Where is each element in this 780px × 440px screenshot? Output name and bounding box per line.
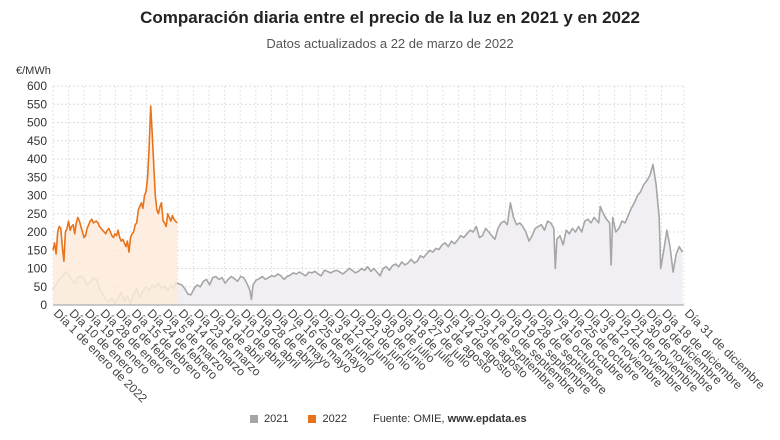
source-note: Fuente: OMIE, www.epdata.es <box>373 413 527 425</box>
y-tick-label-600: 600 <box>27 79 47 93</box>
y-tick-label-0: 0 <box>40 298 47 312</box>
source-site: www.epdata.es <box>447 413 527 425</box>
y-axis-unit: €/MWh <box>16 65 51 77</box>
series-area-2022 <box>53 106 178 305</box>
series-line-2022 <box>52 105 178 262</box>
y-tick-label-100: 100 <box>27 262 47 276</box>
y-tick-label-350: 350 <box>27 170 47 184</box>
y-tick-label-300: 300 <box>27 189 47 203</box>
y-tick-label-550: 550 <box>27 97 47 111</box>
y-tick-label-250: 250 <box>27 207 47 221</box>
legend-label-2022: 2022 <box>322 413 347 425</box>
chart-title: Comparación diaria entre el precio de la… <box>140 8 640 27</box>
source-prefix: Fuente: OMIE, <box>372 413 448 425</box>
legend-item-2021: 2021 <box>250 413 288 425</box>
y-tick-label-450: 450 <box>27 134 47 148</box>
y-tick-label-500: 500 <box>27 116 47 130</box>
legend-label-2021: 2021 <box>264 413 289 425</box>
legend: 2021 2022 Fuente: OMIE, www.epdata.es <box>250 413 527 425</box>
legend-swatch-2021 <box>250 415 258 423</box>
y-tick-label-150: 150 <box>27 243 47 257</box>
series-area-2021 <box>53 164 683 305</box>
legend-item-2022: 2022 <box>308 413 347 425</box>
y-tick-label-50: 50 <box>34 280 48 294</box>
legend-swatch-2022 <box>308 415 317 423</box>
y-tick-label-200: 200 <box>27 225 47 239</box>
y-tick-label-400: 400 <box>27 152 47 166</box>
chart-subtitle: Datos actualizados a 22 de marzo de 2022 <box>266 36 514 51</box>
